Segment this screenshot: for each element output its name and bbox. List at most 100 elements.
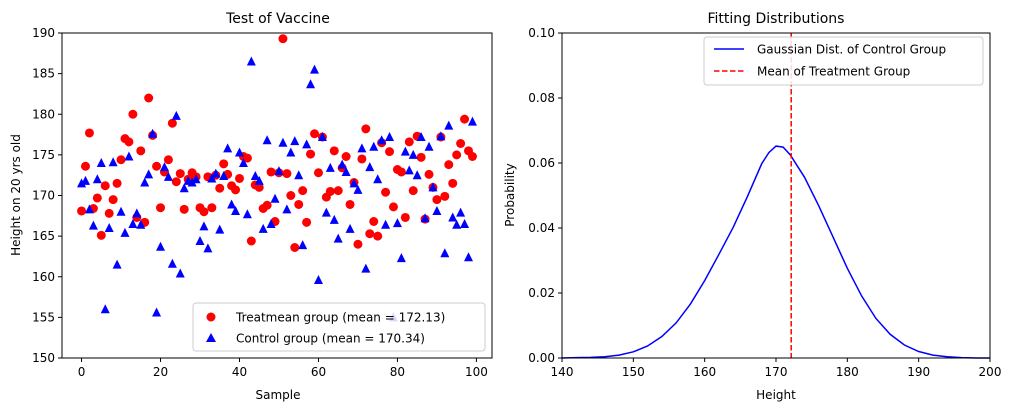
treatment-point	[440, 191, 450, 201]
treatment-point	[306, 149, 316, 159]
control-point	[152, 307, 162, 317]
x-tick-label: 20	[153, 365, 168, 379]
treatment-point	[80, 161, 90, 171]
treatment-point	[424, 169, 434, 179]
control-point	[92, 174, 102, 184]
legend-box	[192, 302, 486, 352]
treatment-point	[298, 186, 308, 196]
control-point	[179, 183, 189, 193]
y-tick-label: 160	[32, 270, 55, 284]
x-tick-label: 0	[78, 365, 86, 379]
treatment-point	[77, 206, 87, 216]
control-point	[317, 132, 327, 141]
control-point	[254, 175, 264, 185]
y-tick-label: 0.04	[528, 221, 555, 235]
treatment-point	[456, 139, 466, 148]
treatment-point	[112, 178, 122, 188]
y-tick-label: 0.00	[528, 351, 555, 365]
y-tick-label: 155	[32, 310, 55, 324]
control-point	[191, 174, 201, 184]
control-point	[381, 219, 391, 229]
treatment-point	[282, 169, 292, 179]
control-point	[231, 205, 241, 215]
control-point	[440, 248, 450, 258]
control-point	[175, 268, 185, 278]
control-point	[456, 207, 466, 217]
treatment-point	[124, 137, 134, 147]
treatment-point	[444, 160, 454, 170]
chart-title: Fitting Distributions	[708, 11, 845, 27]
treatment-point	[357, 154, 367, 164]
control-point	[353, 184, 363, 194]
legend-label-treatment: Treatmean group (mean = 172.13)	[235, 311, 445, 325]
control-point	[211, 168, 221, 178]
x-tick-label: 180	[836, 365, 859, 379]
control-point	[262, 135, 272, 145]
treatment-point	[396, 167, 406, 177]
legend-label-control: Control group (mean = 170.34)	[236, 332, 425, 346]
treatment-point	[175, 169, 185, 179]
control-point	[444, 120, 454, 130]
x-tick-label: 140	[551, 365, 574, 379]
control-point	[369, 141, 379, 151]
control-point	[349, 178, 359, 188]
control-point	[373, 174, 383, 184]
treatment-point	[373, 231, 383, 241]
y-axis: 0.00 0.02 0.04 0.06 0.08 0.10	[528, 26, 562, 365]
control-point	[341, 166, 351, 176]
scatter-chart: Test of Vaccine 0 20 40 60 80 100 150 155 160 16…	[9, 11, 493, 402]
control-point	[187, 177, 197, 187]
control-point	[278, 137, 288, 147]
control-point	[104, 223, 114, 232]
treatment-point	[108, 195, 118, 205]
treatment-point	[84, 128, 94, 138]
control-point	[428, 182, 438, 192]
treatment-point	[163, 155, 173, 165]
treatment-point	[286, 191, 296, 200]
x-tick-label: 190	[907, 365, 930, 379]
control-point	[227, 199, 237, 209]
treatment-point	[385, 147, 395, 157]
treatment-point	[156, 203, 166, 213]
treatment-point	[167, 118, 177, 128]
y-tick-label: 190	[32, 26, 55, 40]
treatment-point	[460, 114, 470, 124]
y-tick-label: 175	[32, 148, 55, 162]
treatment-point	[400, 212, 410, 222]
treatment-point	[179, 204, 189, 214]
treatment-point	[313, 168, 323, 178]
control-point	[207, 173, 217, 183]
control-point	[337, 159, 347, 169]
y-tick-label: 165	[32, 229, 55, 243]
control-point	[116, 206, 126, 216]
control-point	[80, 175, 90, 185]
treatment-point	[242, 153, 252, 163]
control-point	[302, 139, 312, 149]
control-point	[246, 56, 256, 66]
treatment-point	[365, 229, 375, 239]
control-point	[96, 158, 106, 167]
treatment-point	[353, 239, 363, 249]
control-point	[416, 132, 426, 141]
control-point	[250, 171, 260, 180]
treatment-point	[234, 173, 244, 183]
y-tick-label: 0.02	[528, 286, 555, 300]
control-point	[357, 143, 367, 153]
treatment-point	[381, 187, 391, 197]
treatment-point	[231, 185, 241, 195]
x-tick-label: 80	[390, 365, 405, 379]
treatment-point	[246, 236, 256, 246]
treatment-point	[416, 152, 426, 162]
control-point	[266, 218, 276, 228]
control-point	[88, 220, 98, 230]
control-point	[294, 170, 304, 180]
distribution-chart: Fitting Distributions 140 150 160 170 180 190…	[503, 11, 1001, 402]
control-point	[313, 275, 323, 284]
treatment-point	[361, 124, 371, 134]
y-axis: 150 155 160 165 170 175 180 185 190	[32, 26, 62, 365]
control-point	[432, 205, 442, 215]
treatment-point	[388, 202, 398, 212]
gaussian-curve	[561, 145, 990, 359]
control-point	[84, 204, 94, 214]
treatment-point	[408, 186, 418, 196]
